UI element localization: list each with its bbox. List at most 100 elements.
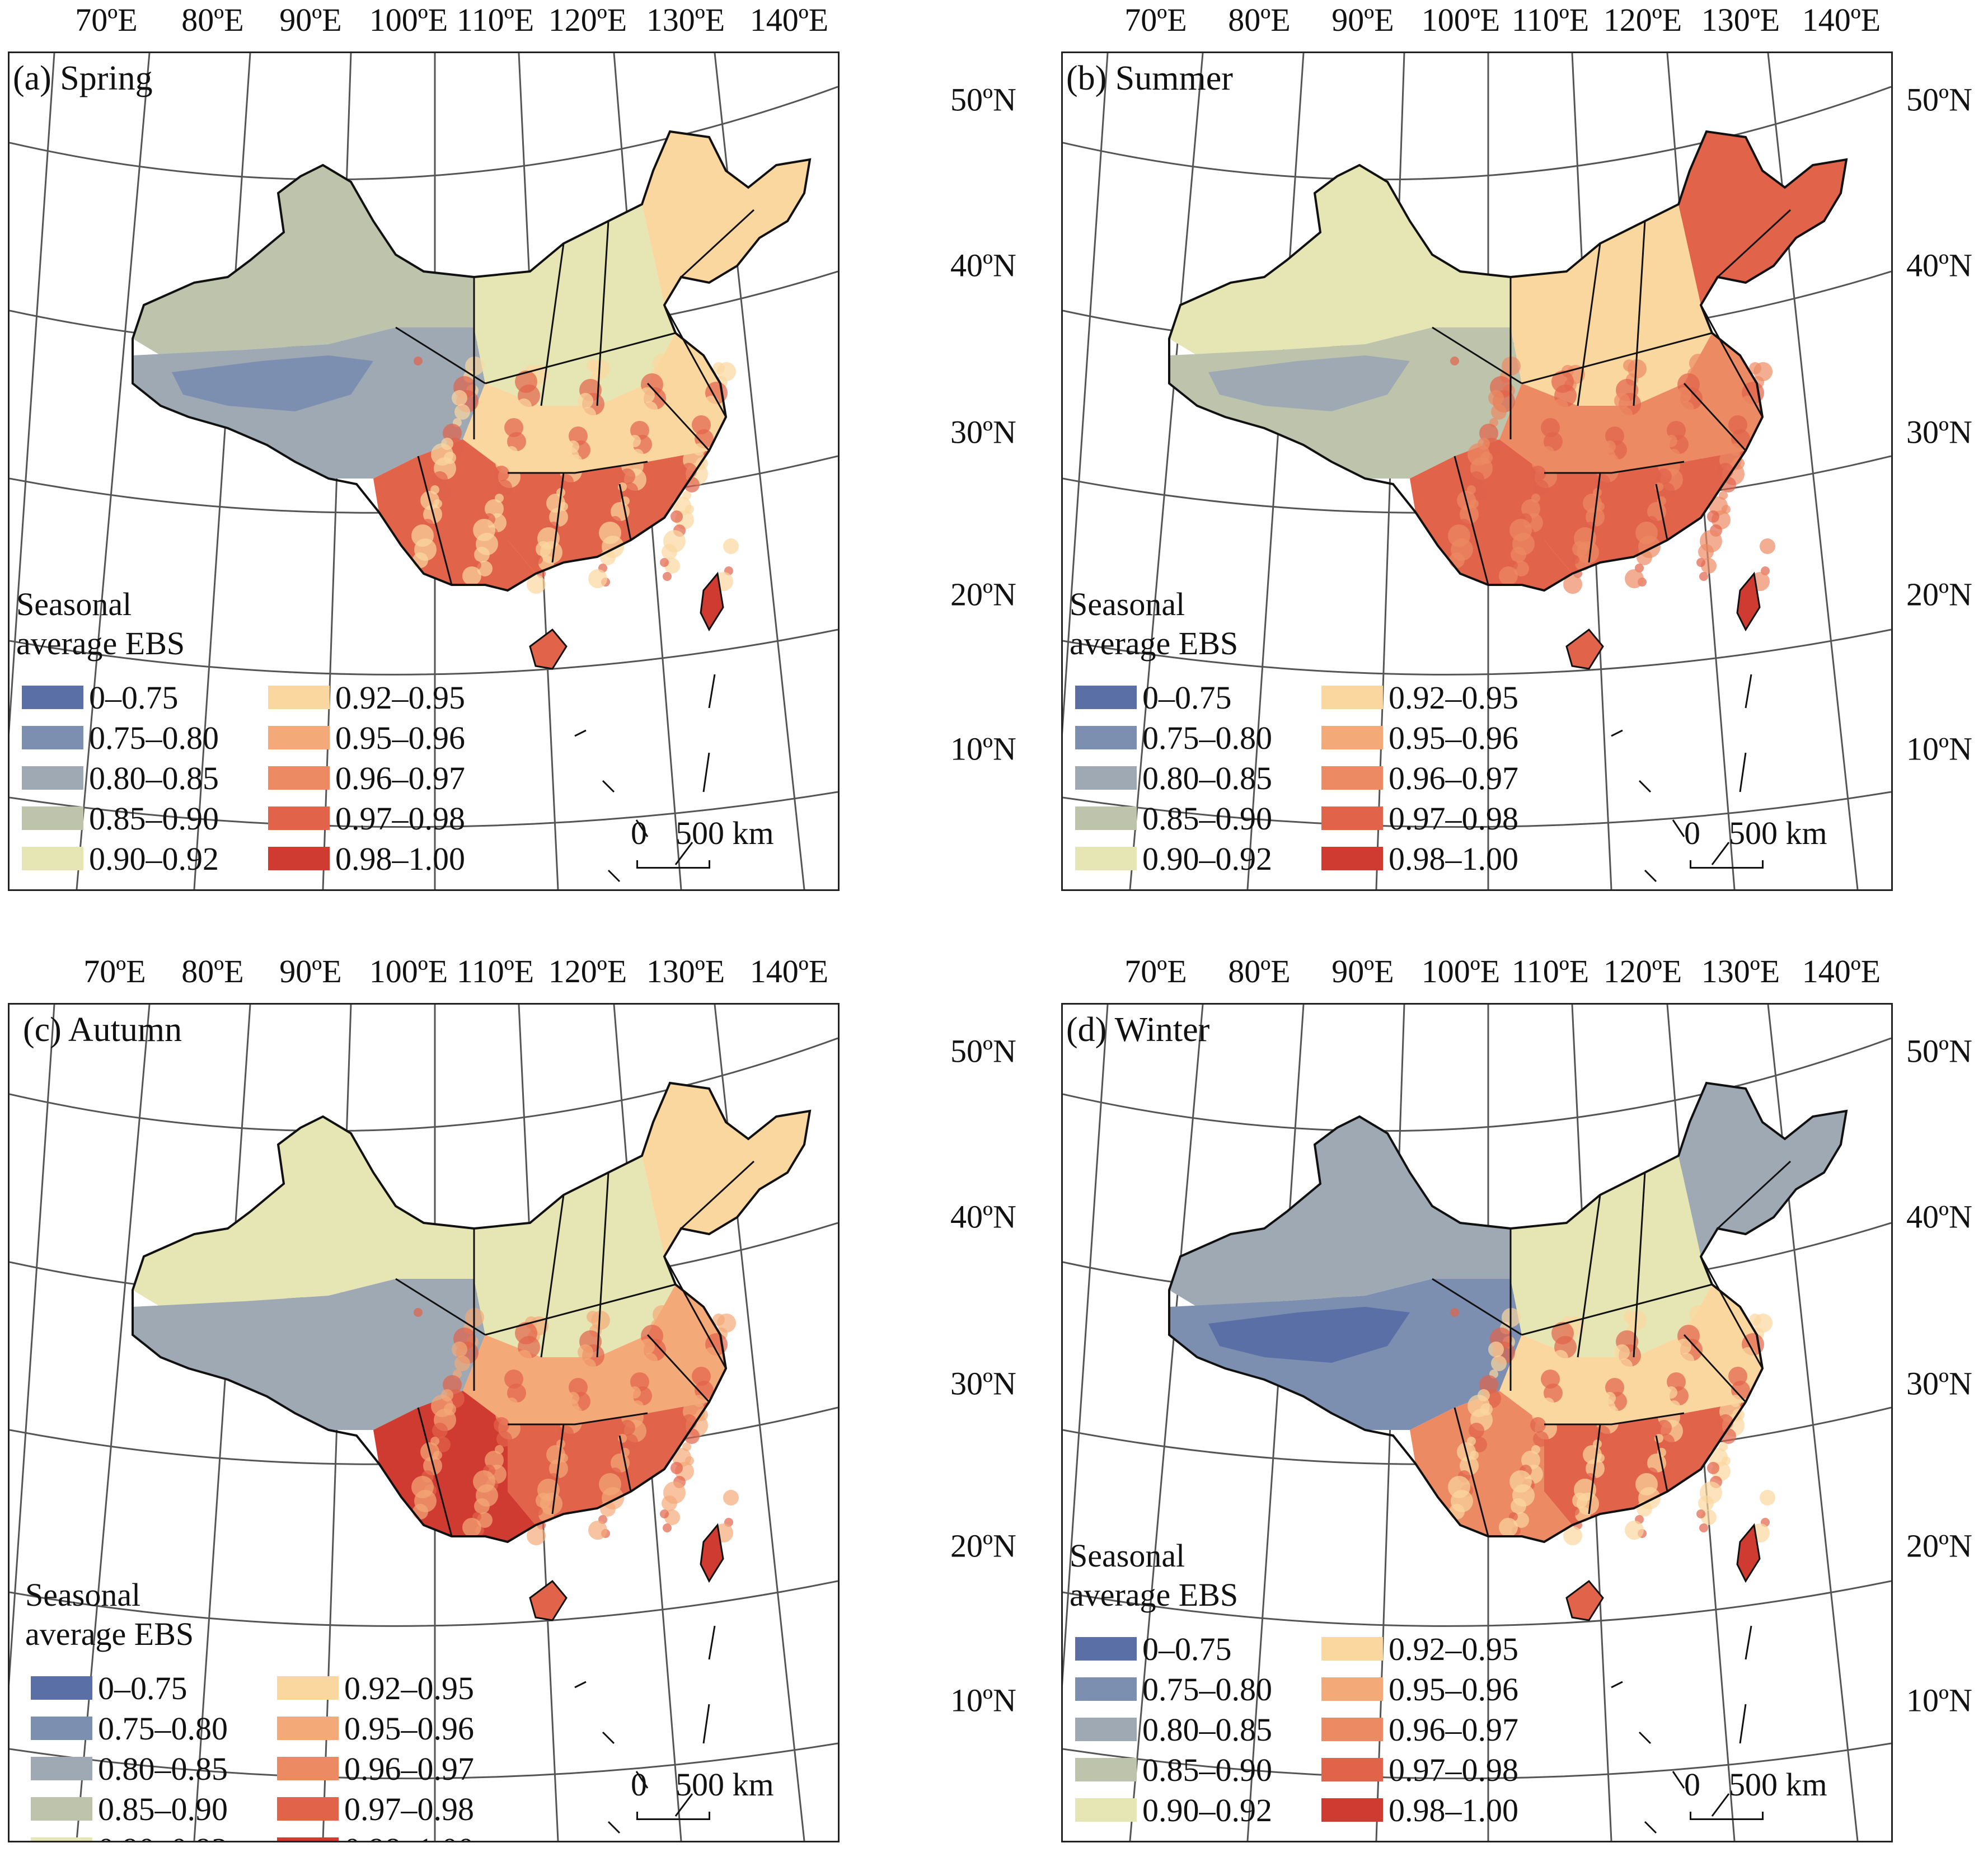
texture-blob	[452, 1342, 467, 1357]
province-boundary	[1588, 472, 1601, 563]
texture-blob	[1572, 1493, 1588, 1508]
legend-swatch	[277, 1676, 339, 1700]
lon-label: 90ºE	[279, 953, 342, 990]
province-boundary	[1683, 382, 1747, 452]
taiwan-island	[1736, 1523, 1761, 1583]
nine-dash-line	[1611, 674, 1752, 883]
province-boundary	[1432, 1278, 1522, 1336]
scale-bar: 0 500 km	[1684, 1766, 1863, 1827]
province-boundary	[1588, 1424, 1601, 1514]
region-northplain	[474, 1156, 676, 1357]
legend-label: 0.75–0.80	[89, 719, 219, 756]
scale-bar-line	[636, 1812, 710, 1820]
legend-item: 0.98–1.00	[268, 840, 465, 877]
lon-label: 110ºE	[456, 2, 534, 38]
legend-item: 0.80–0.85	[1075, 759, 1272, 796]
legend-swatch	[1075, 1637, 1137, 1661]
legend-swatch	[1075, 847, 1137, 870]
latitude-labels-left: 50ºN 40ºN 30ºN 20ºN 10ºN	[950, 0, 1062, 895]
texture-blob	[620, 1420, 635, 1436]
legend-item: 0.96–0.97	[277, 1750, 474, 1787]
legend-title-line: average EBS	[1070, 1577, 1239, 1613]
legend-label: 0.96–0.97	[1389, 1711, 1518, 1748]
legend-label: 0.92–0.95	[1389, 679, 1518, 716]
legend-swatch	[31, 1837, 92, 1841]
lat-label: 50ºN	[1906, 1033, 1972, 1070]
legend-label: 0.92–0.95	[1389, 1630, 1518, 1667]
lon-label: 140ºE	[1802, 2, 1881, 38]
province-boundary	[618, 1435, 632, 1492]
texture-blob	[411, 1476, 434, 1498]
legend-swatch	[277, 1797, 339, 1821]
texture-blob	[620, 468, 635, 484]
texture-blob	[1553, 398, 1568, 414]
longitude-labels: 70ºE 80ºE 90ºE 100ºE 110ºE 120ºE 130ºE 1…	[0, 953, 840, 992]
legend-swatch	[22, 766, 83, 790]
province-boundary	[1544, 461, 1685, 474]
texture-blob	[431, 443, 453, 466]
scale-zero: 0	[631, 1766, 647, 1803]
province-boundary	[1717, 209, 1792, 278]
province-boundary	[417, 1407, 453, 1537]
texture-blob	[712, 1314, 725, 1326]
legend-label: 0.95–0.96	[1389, 719, 1518, 756]
legend-swatch	[1321, 766, 1383, 790]
texture-blob	[588, 569, 607, 588]
legend-swatch	[31, 1797, 92, 1821]
panel-d: 70ºE 80ºE 90ºE 100ºE 110ºE 120ºE 130ºE 1…	[946, 951, 1988, 1847]
graticule-line	[1063, 53, 1109, 735]
legend-label: 0.98–1.00	[335, 840, 465, 877]
lat-label: 20ºN	[1906, 1527, 1972, 1564]
china-outline	[132, 130, 812, 592]
lat-label: 40ºN	[1906, 1198, 1972, 1235]
province-boundary	[1633, 1172, 1646, 1358]
texture-blob	[546, 494, 565, 513]
province-boundary	[1544, 1412, 1685, 1425]
graticule-line	[1063, 1742, 1891, 1780]
texture-blob	[494, 1417, 509, 1433]
texture-blob	[527, 575, 546, 594]
legend-label: 0.95–0.96	[335, 719, 465, 756]
legend-label: 0.98–1.00	[344, 1831, 474, 1841]
legend-swatch	[22, 806, 83, 830]
province-boundary	[551, 1424, 565, 1514]
province-boundary	[1633, 221, 1646, 406]
texture-blob	[578, 1344, 593, 1360]
china-regions	[1168, 130, 1848, 883]
texture-blob	[671, 510, 683, 523]
scale-distance: 500 km	[676, 815, 774, 851]
legend-item: 0.85–0.90	[1075, 1751, 1272, 1788]
province-boundary	[485, 1283, 676, 1336]
lat-label: 30ºN	[1906, 1365, 1972, 1402]
texture-blob	[432, 471, 448, 487]
texture-blob	[1448, 1476, 1470, 1498]
graticule-line	[1063, 1037, 1891, 1132]
texture-blob	[1530, 466, 1546, 481]
legend-item: 0.80–0.85	[1075, 1711, 1272, 1748]
texture-blob	[412, 552, 428, 568]
scale-distance: 500 km	[1729, 815, 1827, 851]
nine-dash-line	[574, 674, 716, 883]
hainan-island	[1565, 1579, 1604, 1621]
legend-label: 0.90–0.92	[89, 840, 219, 877]
texture-blob	[1563, 1526, 1582, 1545]
lon-label: 90ºE	[1331, 2, 1394, 38]
scale-bar: 0 500 km	[1684, 814, 1863, 876]
legend-label: 0.90–0.92	[98, 1831, 228, 1841]
province-boundary	[395, 326, 486, 384]
texture-blob	[1449, 1504, 1465, 1520]
texture-blob	[599, 522, 621, 544]
texture-blob	[1625, 569, 1644, 588]
legend-swatch	[1321, 806, 1383, 830]
texture-blob	[1612, 1358, 1621, 1367]
texture-blob	[473, 519, 495, 541]
texture-blob	[671, 1462, 683, 1474]
legend-label: 0.96–0.97	[344, 1750, 474, 1787]
lat-label: 30ºN	[950, 1365, 1016, 1402]
legend-swatch	[1075, 1798, 1137, 1822]
region-tibet-core	[172, 355, 373, 411]
texture-blob	[1553, 1350, 1568, 1366]
province-boundary	[1700, 304, 1764, 418]
lat-label: 20ºN	[950, 1527, 1016, 1564]
china-map	[10, 53, 838, 889]
